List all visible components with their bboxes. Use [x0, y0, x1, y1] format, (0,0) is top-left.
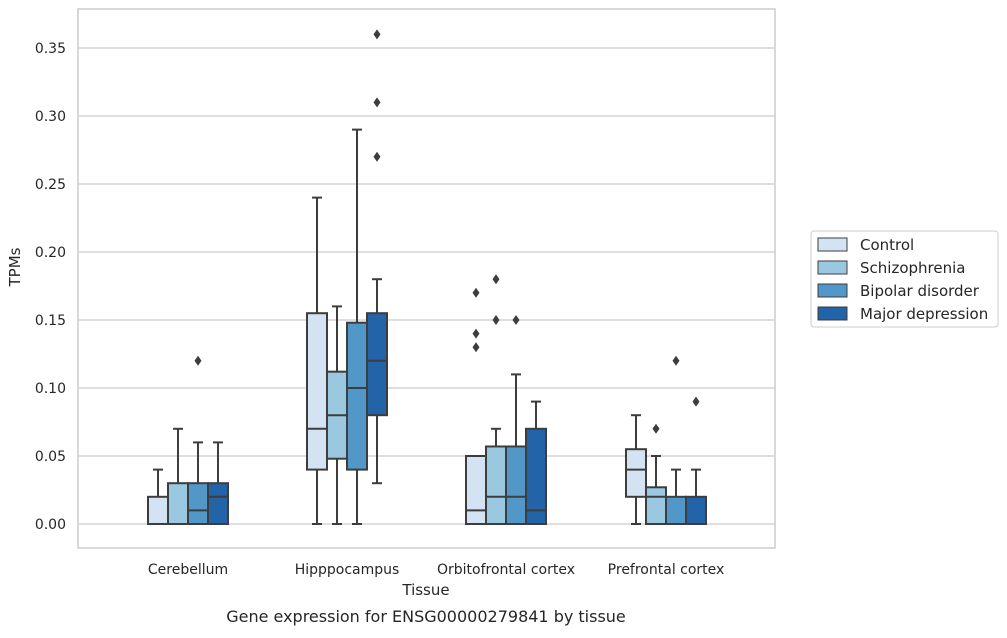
- y-tick-label: 0.05: [35, 449, 66, 465]
- legend-item: Control: [817, 236, 914, 254]
- box-body: [665, 495, 687, 525]
- legend: Control Schizophrenia Bipolar disorder Majo…: [810, 230, 999, 328]
- legend-swatch: [817, 283, 848, 298]
- outlier-point: [472, 342, 480, 353]
- box-body: [207, 482, 229, 526]
- x-tick-label: Hipppocampus: [295, 562, 400, 578]
- legend-frame: [810, 230, 999, 328]
- outlier-point: [472, 328, 480, 339]
- outlier-point: [492, 315, 500, 325]
- x-tick-label: Orbitofrontal cortex: [437, 562, 575, 578]
- box-body: [505, 445, 527, 526]
- y-tick-label: 0.30: [35, 109, 66, 125]
- outlier-point: [652, 423, 660, 434]
- legend-swatch: [817, 306, 848, 321]
- x-tick-label: Cerebellum: [148, 562, 228, 578]
- y-tick-label: 0.15: [35, 313, 66, 329]
- outlier-point: [472, 287, 480, 298]
- x-tick-label: Prefrontal cortex: [608, 562, 725, 578]
- outlier-point: [194, 355, 202, 366]
- box-schizophrenia-1: [326, 305, 348, 525]
- box-schizophrenia-2: [485, 274, 507, 526]
- box-control-1: [306, 196, 328, 525]
- box-control-0: [147, 468, 169, 525]
- box-body: [187, 482, 209, 526]
- y-tick-label: 0.10: [35, 381, 66, 397]
- x-axis-ticks: Cerebellum Hipppocampus Orbitofrontal cort…: [148, 562, 724, 578]
- y-tick-label: 0.35: [35, 41, 66, 57]
- box-body: [346, 321, 368, 471]
- plot-frame: [77, 8, 776, 549]
- legend-swatch: [817, 237, 848, 252]
- box-body: [685, 495, 707, 525]
- chart-caption: Gene expression for ENSG00000279841 by t…: [226, 607, 626, 626]
- box-body: [306, 312, 328, 471]
- box-control-2: [465, 287, 487, 525]
- box-body: [625, 448, 647, 498]
- outlier-point: [692, 396, 700, 407]
- y-axis-ticks: 0.00 0.05 0.10 0.15 0.20 0.25 0.30 0.35: [35, 41, 66, 533]
- y-tick-label: 0.25: [35, 177, 66, 193]
- box-major-depression-1: [366, 29, 388, 485]
- box-body: [485, 445, 507, 526]
- legend-item: Bipolar disorder: [817, 282, 980, 300]
- legend-item: Schizophrenia: [817, 259, 965, 277]
- box-groups: [147, 29, 707, 526]
- legend-label: Bipolar disorder: [860, 282, 980, 300]
- box-body: [167, 482, 189, 526]
- y-tick-label: 0.20: [35, 245, 66, 261]
- grid-lines: [78, 47, 775, 525]
- box-bipolar-disorder-3: [665, 355, 687, 525]
- box-major-depression-2: [525, 400, 547, 525]
- box-schizophrenia-3: [645, 423, 667, 525]
- box-body: [525, 427, 547, 525]
- box-bipolar-disorder-1: [346, 128, 368, 525]
- outlier-point: [492, 274, 500, 285]
- y-tick-label: 0.00: [35, 517, 66, 533]
- box-control-3: [625, 414, 647, 525]
- box-body: [366, 312, 388, 417]
- outlier-point: [672, 355, 680, 366]
- legend-label: Schizophrenia: [860, 259, 965, 277]
- outlier-point: [512, 315, 520, 325]
- outlier-point: [373, 97, 381, 108]
- box-body: [465, 455, 487, 525]
- legend-swatch: [817, 260, 848, 275]
- legend-label: Major depression: [860, 305, 988, 323]
- outlier-point: [373, 151, 381, 162]
- box-schizophrenia-0: [167, 427, 189, 526]
- box-major-depression-0: [207, 441, 229, 526]
- box-body: [147, 495, 169, 525]
- outlier-point: [373, 29, 381, 40]
- x-axis-label: Tissue: [401, 581, 449, 599]
- legend-item: Major depression: [817, 305, 988, 323]
- box-major-depression-3: [685, 396, 707, 525]
- box-bipolar-disorder-0: [187, 355, 209, 526]
- legend-label: Control: [860, 236, 914, 254]
- box-bipolar-disorder-2: [505, 315, 527, 526]
- box-body: [645, 486, 667, 525]
- y-axis-label: TPMs: [6, 247, 24, 287]
